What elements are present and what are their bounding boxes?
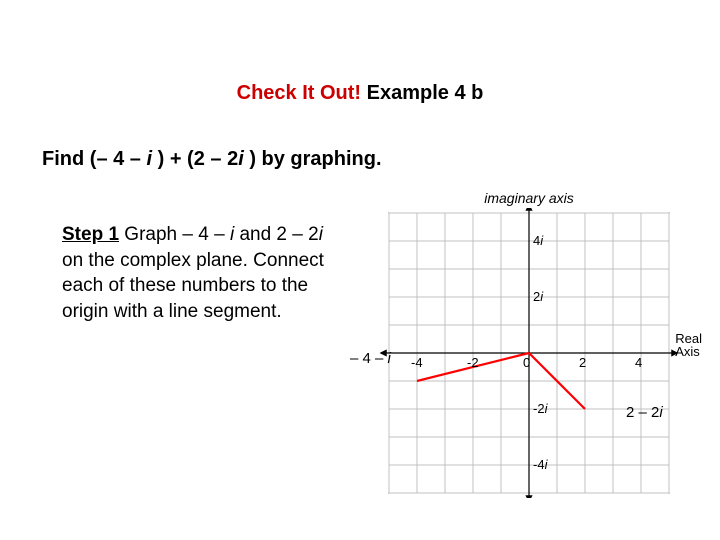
imaginary-axis-label: imaginary axis: [358, 190, 700, 206]
vec-label-text: 2 – 2: [626, 404, 659, 421]
tick-y: -4i: [533, 457, 547, 472]
vector-label-1: – 4 – i: [350, 350, 391, 367]
problem-prompt: Find (– 4 – i ) + (2 – 2i ) by graphing.: [42, 148, 382, 171]
tick-y: 4i: [533, 233, 543, 248]
slide-title: Check It Out! Example 4 b: [0, 82, 720, 105]
vec-label-i: i: [388, 350, 391, 367]
graph-svg: [358, 208, 700, 498]
prompt-text: – 4 –: [96, 148, 146, 170]
title-black: Example 4 b: [361, 82, 483, 104]
step-label: Step 1: [62, 224, 119, 245]
prompt-text: ) by graphing.: [244, 148, 382, 170]
step-i: i: [319, 224, 323, 245]
real-axis-label: Real Axis: [675, 332, 702, 358]
complex-plane-graph: imaginary axis Real Axis – 4 – i 2 – 2i …: [358, 190, 700, 490]
step-text: Step 1 Graph – 4 – i and 2 – 2i on the c…: [62, 222, 348, 325]
title-red: Check It Out!: [237, 82, 361, 104]
vec-label-text: – 4 –: [350, 350, 388, 367]
tick-x: 4: [635, 355, 642, 370]
tick-x: 0: [523, 355, 530, 370]
step-part: on the complex plane. Connect each of th…: [62, 250, 324, 322]
tick-x: -2: [467, 355, 479, 370]
tick-x: 2: [579, 355, 586, 370]
real-label-2: Axis: [675, 344, 700, 359]
tick-y: -2i: [533, 401, 547, 416]
tick-y: 2i: [533, 289, 543, 304]
vec-label-i: i: [659, 404, 662, 421]
vector-label-2: 2 – 2i: [626, 404, 663, 421]
step-part: and 2 – 2: [234, 224, 319, 245]
tick-x: -4: [411, 355, 423, 370]
prompt-text: ) + (2 – 2: [152, 148, 238, 170]
step-part: Graph – 4 –: [119, 224, 230, 245]
prompt-text: Find (: [42, 148, 96, 170]
